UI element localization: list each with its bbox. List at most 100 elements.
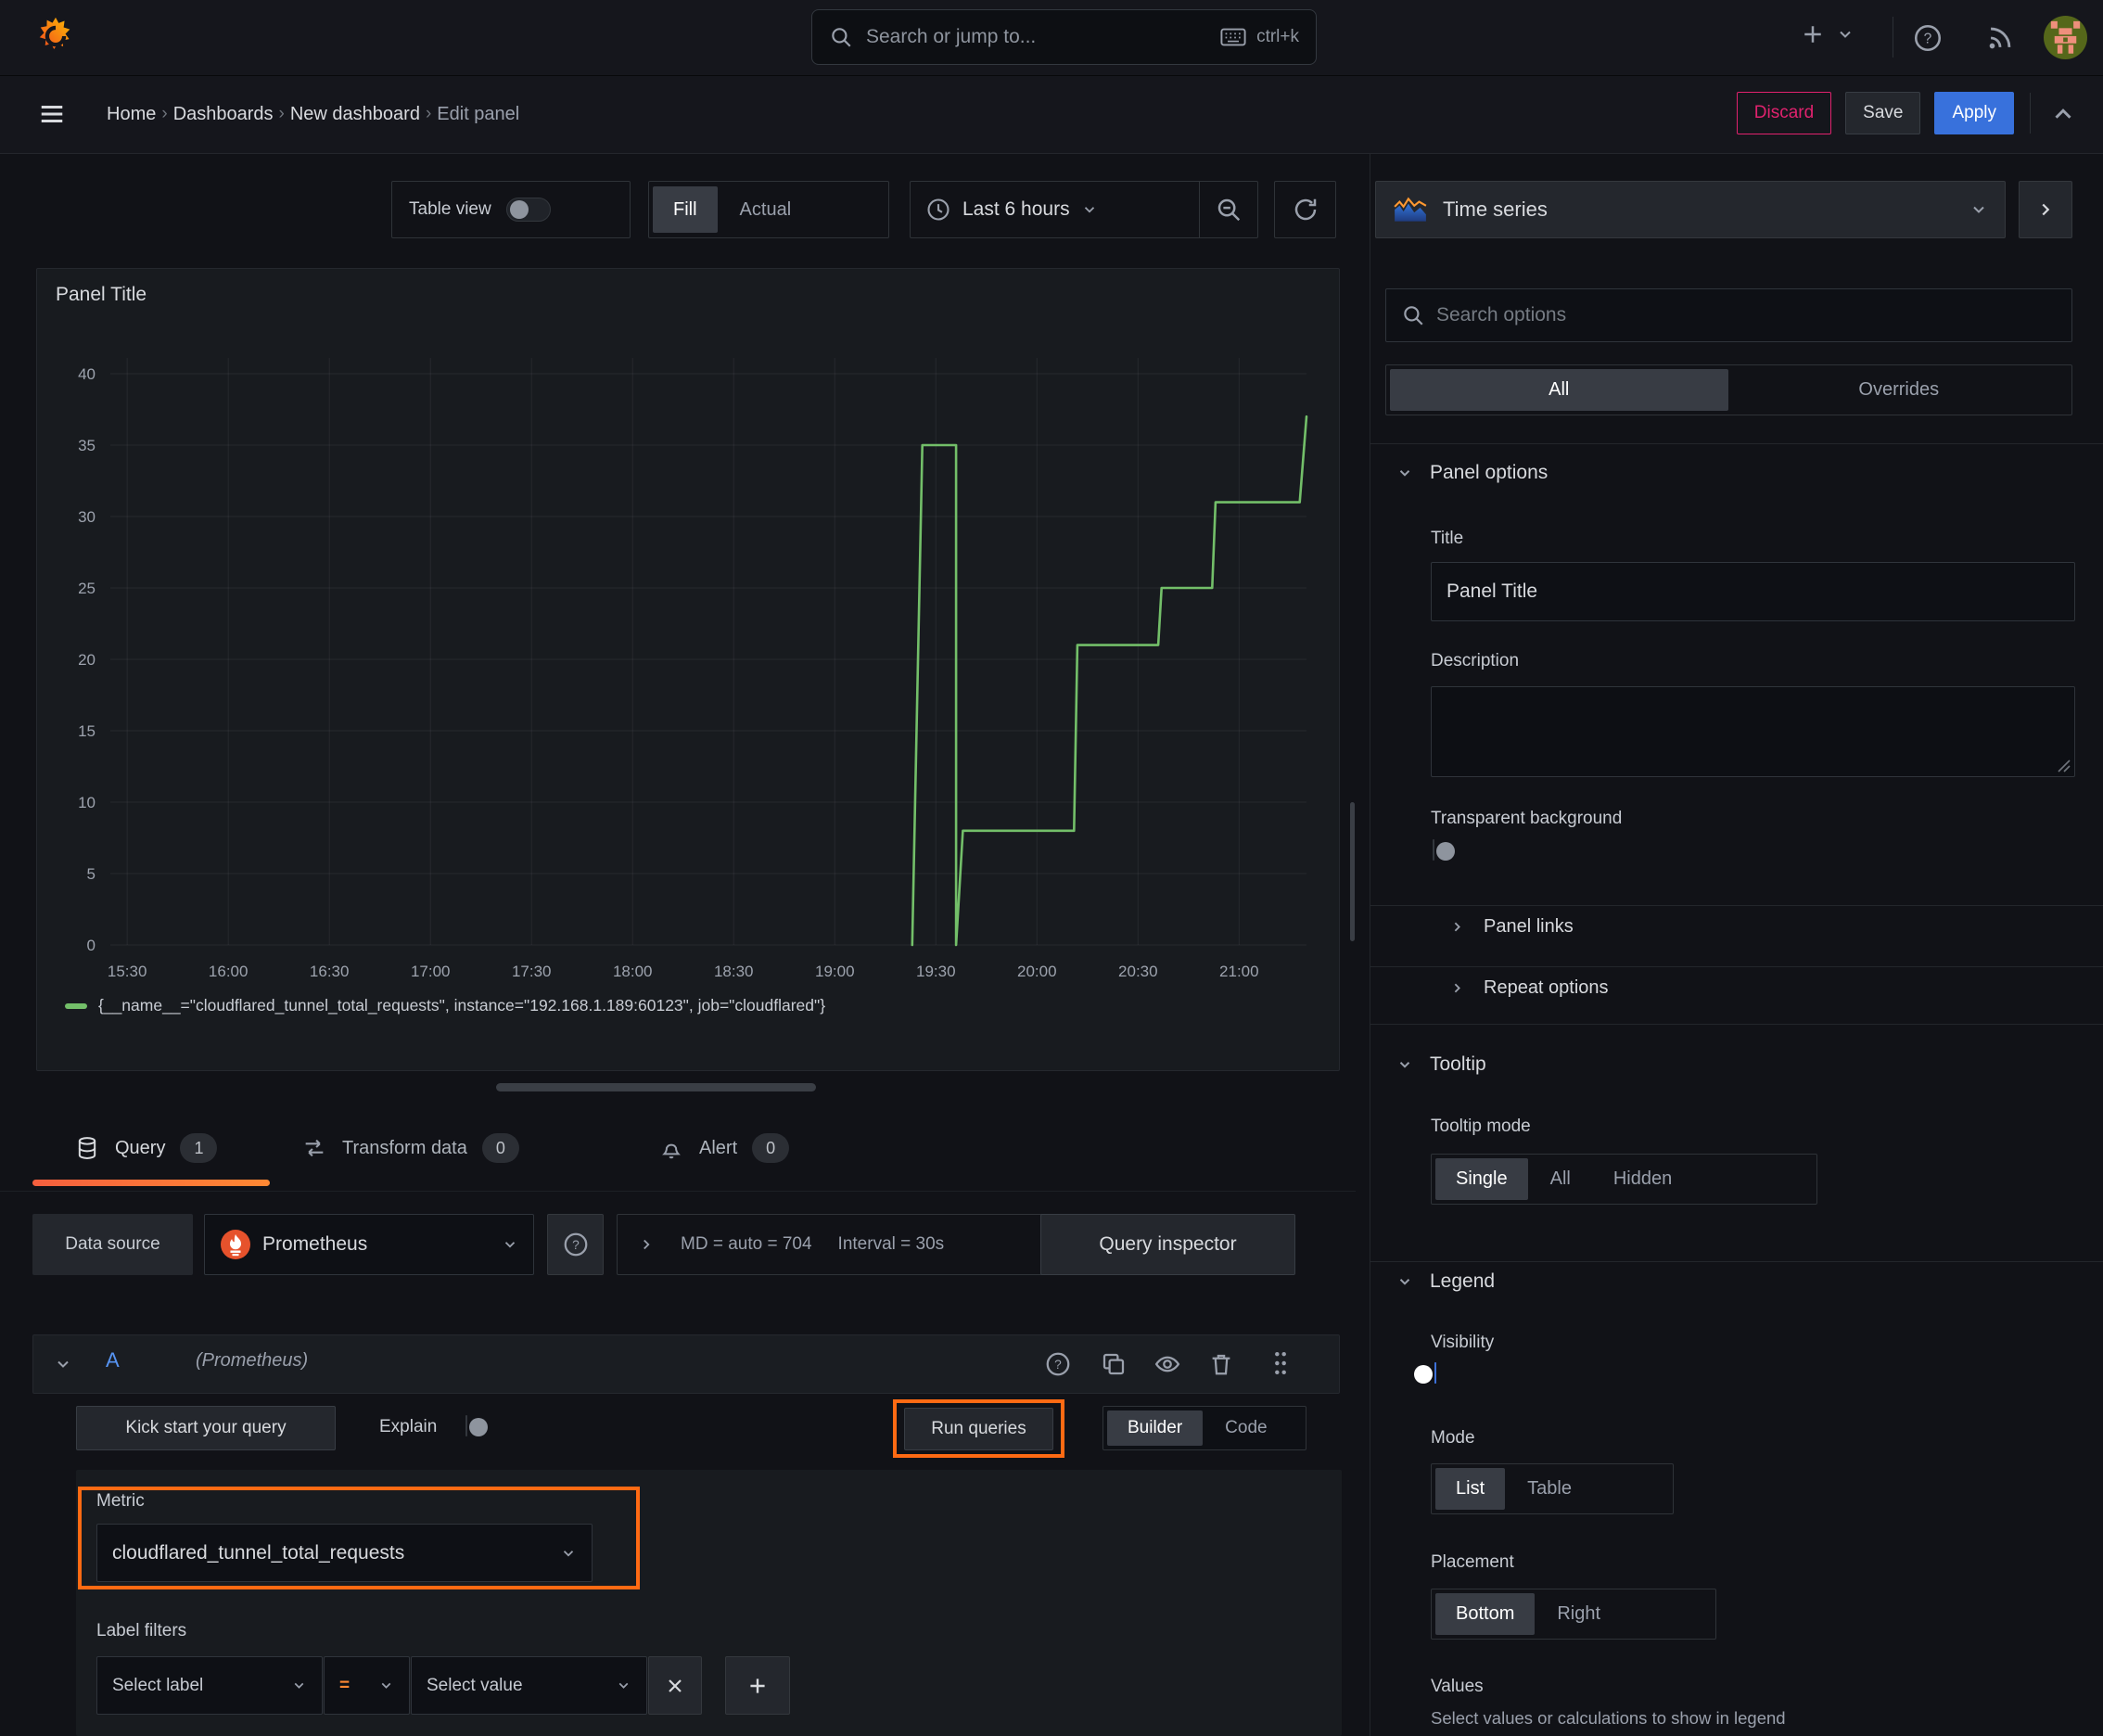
metric-select[interactable]: cloudflared_tunnel_total_requests [96,1524,593,1582]
legend-list-option[interactable]: List [1435,1468,1506,1510]
time-range-picker[interactable]: Last 6 hours [911,197,1199,223]
legend-table-option[interactable]: Table [1527,1478,1572,1499]
transparent-background-label: Transparent background [1431,809,1623,828]
drag-handle-icon[interactable] [1267,1348,1294,1378]
zoom-out-icon[interactable] [1200,196,1257,223]
tooltip-hidden-option[interactable]: Hidden [1612,1168,1673,1189]
chart-legend[interactable]: {__name__="cloudflared_tunnel_total_requ… [65,996,825,1015]
breadcrumb-separator: › [161,104,168,123]
query-inspector-button[interactable]: Query inspector [1040,1214,1295,1275]
actual-option[interactable]: Actual [739,198,792,220]
search-placeholder: Search or jump to... [866,26,1037,47]
search-icon [829,25,853,49]
legend-section-header[interactable]: Legend [1396,1270,1495,1293]
tooltip-single-option[interactable]: Single [1435,1158,1528,1200]
chevron-down-icon [504,1242,516,1248]
breadcrumb-new-dashboard[interactable]: New dashboard [289,103,420,124]
panel-links-section[interactable]: Panel links [1449,916,1574,938]
tab-alert[interactable]: Alert 0 [658,1133,790,1163]
all-overrides-segment: All Overrides [1385,364,2072,415]
values-label: Values [1431,1677,1484,1696]
select-value-dropdown[interactable]: Select value [411,1656,647,1715]
svg-text:18:30: 18:30 [714,963,754,980]
run-queries-button[interactable]: Run queries [904,1408,1053,1450]
help-icon[interactable]: ? [1912,22,1944,54]
sidebar-divider [1370,1261,2103,1262]
new-button[interactable] [1799,20,1854,48]
global-search-input[interactable]: Search or jump to... ctrl+k [811,9,1317,65]
search-options-input[interactable]: Search options [1385,288,2072,342]
description-textarea[interactable] [1431,686,2075,777]
tooltip-section-header[interactable]: Tooltip [1396,1053,1486,1076]
search-shortcut: ctrl+k [1219,26,1299,48]
select-value-placeholder: Select value [427,1675,523,1695]
repeat-options-section[interactable]: Repeat options [1449,977,1609,999]
breadcrumb-dashboards[interactable]: Dashboards [172,103,274,124]
vertical-scrollbar[interactable] [1350,802,1355,941]
duplicate-query-icon[interactable] [1100,1350,1128,1378]
close-icon [669,1679,682,1692]
chevron-down-icon [1399,1279,1410,1285]
svg-text:19:00: 19:00 [815,963,855,980]
remove-filter-button[interactable] [648,1656,702,1715]
save-button[interactable]: Save [1845,92,1921,134]
refresh-button[interactable] [1274,181,1336,238]
svg-text:35: 35 [78,437,96,454]
tab-query[interactable]: Query 1 [74,1133,218,1163]
transparent-background-toggle[interactable] [1433,839,1455,861]
chevron-down-icon [618,1682,629,1689]
collapse-header-icon[interactable] [2049,100,2077,128]
panel-options-title: Panel options [1430,462,1549,483]
datasource-help-button[interactable]: ? [547,1214,604,1275]
tab-transform[interactable]: Transform data 0 [301,1133,519,1163]
collapse-query-icon[interactable] [54,1355,72,1373]
tooltip-all-option[interactable]: All [1549,1168,1571,1189]
explain-toggle[interactable] [465,1415,488,1436]
chevron-down-icon [381,1682,391,1689]
metric-value: cloudflared_tunnel_total_requests [112,1541,405,1564]
panel-options-header[interactable]: Panel options [1396,462,1548,484]
tooltip-mode-label: Tooltip mode [1431,1117,1531,1136]
svg-text:21:00: 21:00 [1219,963,1259,980]
overrides-option[interactable]: Overrides [1858,379,1940,400]
kick-start-query-button[interactable]: Kick start your query [76,1406,336,1450]
resize-handle-icon[interactable] [2058,760,2071,772]
datasource-picker[interactable]: Prometheus [204,1214,534,1275]
visualization-picker[interactable]: Time series [1375,181,2006,238]
apply-button[interactable]: Apply [1934,92,2014,134]
interval: Interval = 30s [837,1234,945,1254]
legend-title: Legend [1430,1270,1496,1292]
code-option[interactable]: Code [1225,1418,1268,1437]
sidebar-divider [1370,1024,2103,1025]
legend-series-marker [65,1002,87,1009]
legend-visibility-toggle[interactable] [1414,1362,1436,1384]
select-label-dropdown[interactable]: Select label [96,1656,323,1715]
grafana-logo-icon[interactable] [34,15,77,59]
placement-right-option[interactable]: Right [1557,1603,1601,1624]
placement-bottom-option[interactable]: Bottom [1435,1593,1536,1635]
query-options-row[interactable]: MD = auto = 704 Interval = 30s [617,1214,1057,1275]
builder-option[interactable]: Builder [1107,1410,1204,1446]
panel-title[interactable]: Panel Title [56,284,147,305]
menu-icon[interactable] [37,100,67,128]
rss-news-icon[interactable] [1984,22,2016,54]
hide-query-icon[interactable] [1153,1350,1181,1378]
options-sidebar [1370,153,2103,1736]
breadcrumb-home[interactable]: Home [107,103,157,124]
horizontal-scrollbar[interactable] [496,1083,816,1091]
operator-dropdown[interactable]: = [324,1656,410,1715]
add-filter-button[interactable] [725,1656,790,1715]
avatar[interactable] [2044,16,2087,59]
table-view-toggle[interactable] [505,198,551,222]
panel-title-input[interactable]: Panel Title [1431,562,2075,621]
toggle-viz-picker-button[interactable] [2019,181,2072,238]
delete-query-icon[interactable] [1207,1350,1235,1378]
active-tab-underline [32,1180,270,1186]
discard-button[interactable]: Discard [1736,92,1832,134]
fill-option[interactable]: Fill [653,186,718,233]
all-option[interactable]: All [1390,369,1728,411]
svg-text:17:00: 17:00 [411,963,451,980]
query-help-icon[interactable]: ? [1044,1350,1072,1378]
query-row-header[interactable]: A (Prometheus) ? [32,1334,1340,1394]
svg-text:20: 20 [78,651,96,669]
